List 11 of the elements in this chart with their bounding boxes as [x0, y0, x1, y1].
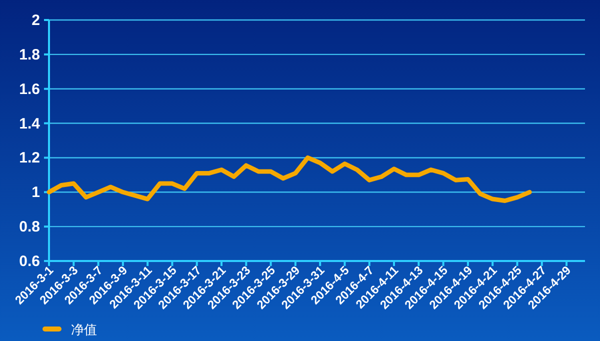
y-tick-label: 1.4 [19, 115, 41, 132]
legend: 净值 [42, 322, 97, 337]
y-tick-label: 0.6 [19, 253, 40, 270]
y-tick-label: 1.8 [19, 46, 40, 64]
y-tick-label: 1.6 [19, 80, 40, 98]
y-tick-label: 1.2 [19, 150, 40, 167]
y-tick-label: 1 [32, 184, 40, 202]
y-tick-label: 2 [32, 12, 40, 29]
legend-label: 净值 [71, 322, 97, 337]
y-tick-label: 0.8 [19, 218, 40, 236]
line-series [46, 155, 532, 203]
